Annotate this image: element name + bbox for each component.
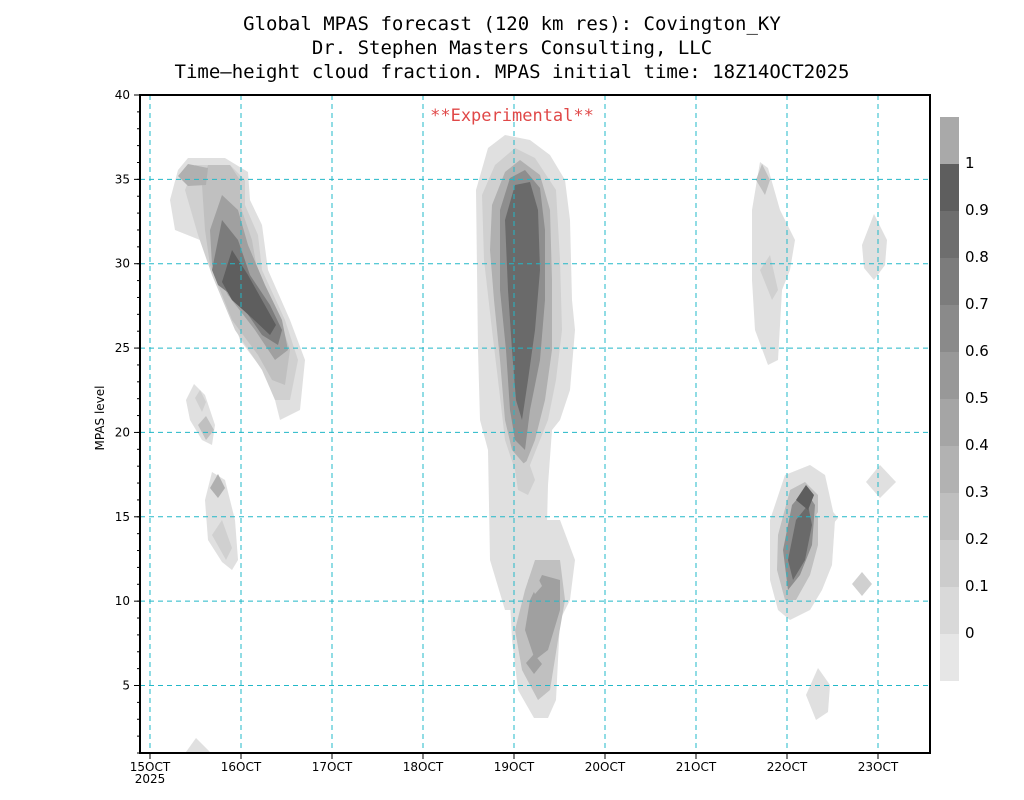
colorbar-swatch — [940, 117, 959, 164]
colorbar-label: 0.5 — [965, 389, 989, 407]
colorbar: 0 0.1 0.2 0.3 0.4 0.5 0.6 0.7 0.8 0.9 1 — [940, 117, 989, 681]
cloud-contour-region — [806, 668, 830, 720]
y-tick-label: 40 — [115, 88, 130, 102]
cloud-contour-region — [526, 654, 542, 674]
y-tick-label: 15 — [115, 510, 130, 524]
experimental-watermark: **Experimental** — [430, 106, 594, 126]
colorbar-label: 0.7 — [965, 295, 989, 313]
cloud-contour-region — [528, 574, 542, 594]
y-tick-label: 30 — [115, 257, 130, 271]
y-tick-label: 35 — [115, 172, 130, 186]
colorbar-label: 0.9 — [965, 201, 989, 219]
x-tick-label: 19OCT — [494, 760, 535, 774]
colorbar-label: 1 — [965, 154, 975, 172]
cloud-contour-region — [186, 738, 210, 752]
colorbar-swatch — [940, 352, 959, 399]
cloud-contour-region — [222, 250, 276, 335]
x-tick-label: 16OCT — [221, 760, 262, 774]
x-axis: 15OCT 16OCT 17OCT 18OCT 19OCT 20OCT 21OCT 22OCT… — [130, 753, 899, 786]
x-tick-label: 23OCT — [858, 760, 899, 774]
colorbar-swatch — [940, 164, 959, 211]
y-tick-label: 10 — [115, 594, 130, 608]
colorbar-swatch — [940, 634, 959, 681]
colorbar-swatch — [940, 493, 959, 540]
y-axis-label: MPAS level — [93, 386, 107, 451]
chart-title-line-3: Time—height cloud fraction. MPAS initial… — [174, 61, 850, 83]
colorbar-label: 0.4 — [965, 436, 989, 454]
colorbar-swatch — [940, 540, 959, 587]
colorbar-swatch — [940, 399, 959, 446]
y-tick-label: 5 — [122, 679, 130, 693]
cloud-contour-region — [862, 214, 887, 280]
colorbar-label: 0 — [965, 624, 975, 642]
x-tick-label: 21OCT — [676, 760, 717, 774]
cloud-contour-region — [515, 460, 535, 495]
cloud-contour-region — [796, 485, 814, 510]
cloud-contour-region — [852, 572, 872, 596]
colorbar-swatch — [940, 446, 959, 493]
x-tick-label: 15OCT — [130, 760, 171, 774]
x-tick-label: 17OCT — [312, 760, 353, 774]
y-axis: 5 10 15 20 25 30 35 40 — [115, 88, 140, 754]
chart-title-line-1: Global MPAS forecast (120 km res): Covin… — [243, 13, 781, 35]
grid-lines — [140, 95, 930, 753]
cloud-contour-region — [178, 164, 208, 186]
plot-frame — [139, 94, 931, 754]
colorbar-label: 0.3 — [965, 483, 989, 501]
colorbar-swatch — [940, 587, 959, 634]
colorbar-label: 0.8 — [965, 248, 989, 266]
x-tick-label: 20OCT — [585, 760, 626, 774]
cloud-contour-region — [525, 575, 560, 660]
colorbar-label: 0.2 — [965, 530, 989, 548]
colorbar-swatch — [940, 258, 959, 305]
x-tick-label: 22OCT — [767, 760, 808, 774]
chart-title-line-2: Dr. Stephen Masters Consulting, LLC — [311, 37, 713, 59]
x-tick-label: 18OCT — [403, 760, 444, 774]
colorbar-label: 0.6 — [965, 342, 989, 360]
cloud-contour-region — [212, 520, 232, 560]
cloud-contour-region — [788, 505, 812, 580]
cloud-contour-region — [816, 502, 838, 530]
y-tick-label: 20 — [115, 425, 130, 439]
x-tick-year: 2025 — [135, 772, 166, 786]
cloud-contours — [170, 135, 896, 752]
cloud-contour-region — [210, 474, 225, 498]
colorbar-swatch — [940, 305, 959, 352]
cloud-contour-region — [198, 416, 214, 440]
cloud-contour-region — [760, 255, 778, 300]
cloud-contour-region — [195, 390, 206, 412]
colorbar-swatch — [940, 211, 959, 258]
y-tick-label: 25 — [115, 341, 130, 355]
cloud-contour-region — [866, 465, 896, 498]
colorbar-label: 0.1 — [965, 577, 989, 595]
